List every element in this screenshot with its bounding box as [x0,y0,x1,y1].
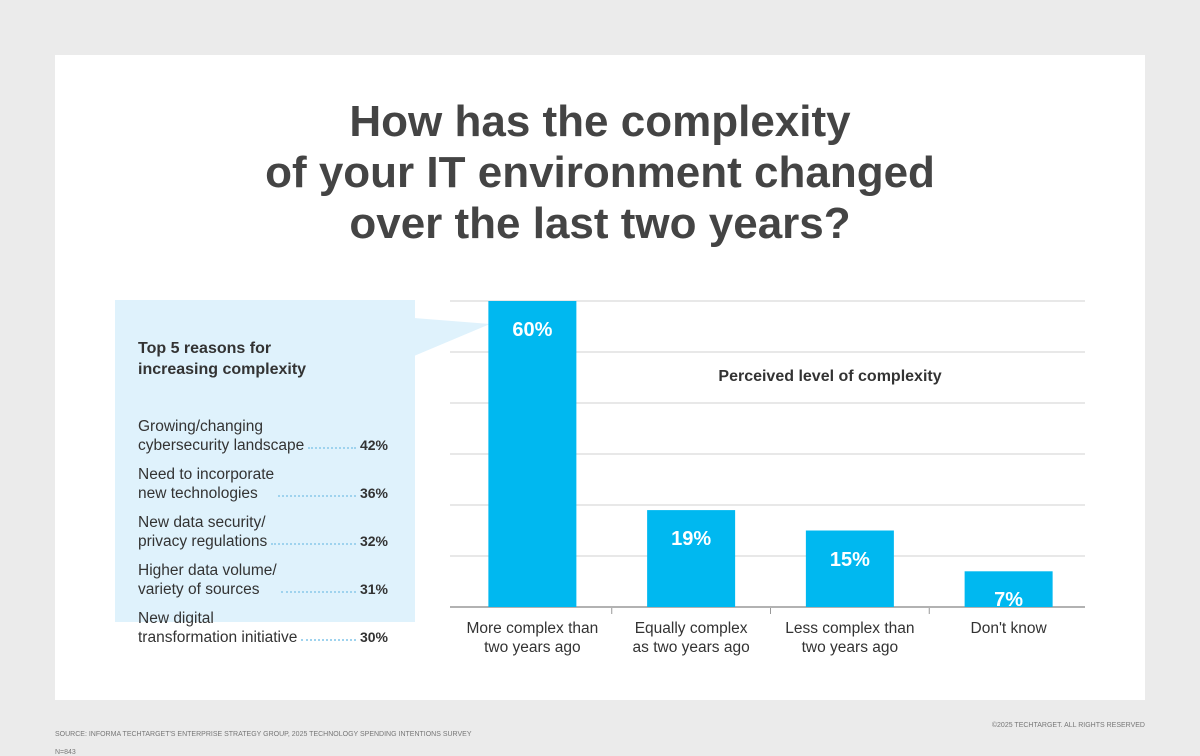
bar [488,301,577,607]
panel-pointer [414,318,490,356]
reason-item: Higher data volume/ variety of sources 31… [138,551,388,599]
x-tick-label: Equally complex as two years ago [632,620,750,656]
sample-size: N=843 [55,749,76,756]
reasons-panel: Top 5 reasons for increasing complexity … [115,300,415,646]
x-tick-label: Don't know [970,620,1047,637]
reason-item: New digital transformation initiative 30% [138,599,388,647]
title: How has the complexity of your IT enviro… [265,97,935,248]
source-text: SOURCE: INFORMA TECHTARGET'S ENTERPRISE … [55,731,472,738]
value-label: 60% [512,319,553,341]
leader [301,639,356,641]
reason-label: New data security/ privacy regulations [138,514,268,550]
value-label: 7% [994,589,1024,612]
x-tick-label: More complex than two years ago [466,620,599,656]
reason-label: Need to incorporate new technologies [138,466,275,502]
reason-label: Growing/changing cybersecurity landscape [138,418,305,454]
source: SOURCE: INFORMA TECHTARGET'S ENTERPRISE … [55,721,472,756]
bar [964,571,1053,607]
value-label: 19% [671,528,712,551]
leader [308,447,356,449]
reason-value: 31% [359,581,388,597]
leader [278,495,356,497]
reason-label: Higher data volume/ variety of sources [138,562,277,598]
reason-value: 36% [359,485,388,501]
reason-item: New data security/ privacy regulations 32… [138,503,388,551]
annotation: Perceived level of complexity [718,368,942,385]
bar [647,510,736,607]
reason-item: Need to incorporate new technologies 36% [138,455,388,503]
x-tick-label: Less complex than two years ago [785,620,915,656]
reason-item: Growing/changing cybersecurity landscape… [138,407,388,455]
reason-value: 30% [359,629,388,645]
bar [805,530,894,607]
copyright: ©2025 TECHTARGET. ALL RIGHTS RESERVED [991,722,1145,729]
value-label: 15% [829,548,870,571]
leader [280,591,356,593]
reason-value: 42% [359,437,388,453]
panel-title: Top 5 reasons for increasing complexity [138,340,307,378]
reason-value: 32% [359,533,388,549]
reason-label: New digital transformation initiative [138,610,298,646]
leader [271,543,356,545]
